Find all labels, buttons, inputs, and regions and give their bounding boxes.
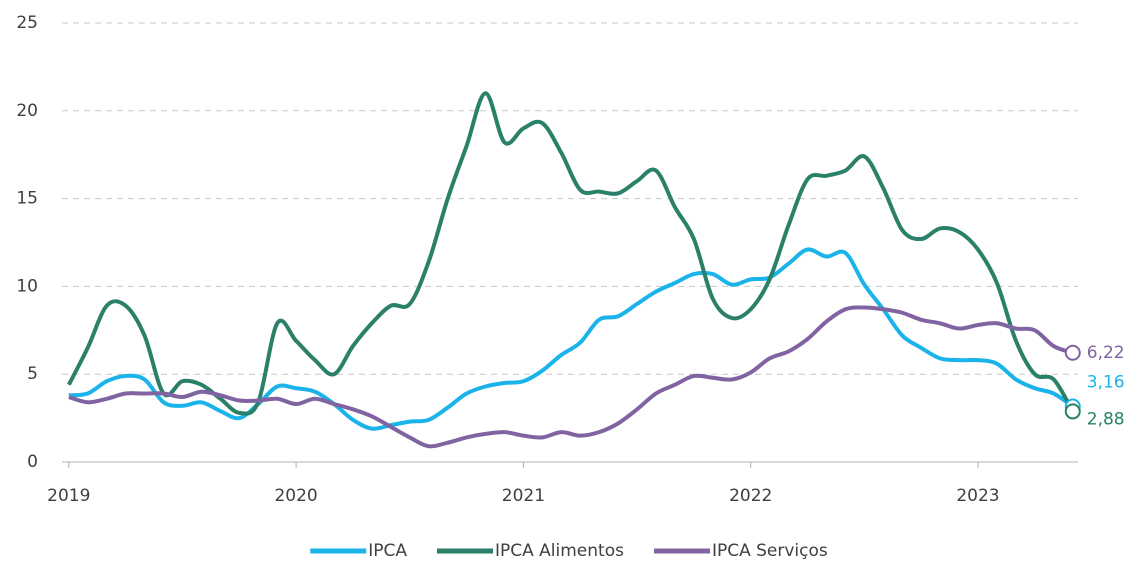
- y-tick-label: 5: [27, 364, 38, 384]
- legend-label: IPCA Alimentos: [495, 541, 624, 561]
- legend: IPCA IPCA Alimentos IPCA Serviços: [310, 541, 828, 561]
- legend-label: IPCA: [368, 541, 407, 561]
- series-line: [68, 305, 1074, 449]
- x-tick-label: 2022: [729, 486, 772, 506]
- x-tick-label: 2019: [47, 486, 90, 506]
- x-tick-label: 2023: [956, 486, 999, 506]
- legend-item: IPCA Alimentos: [437, 541, 624, 561]
- end-marker: [1064, 344, 1081, 361]
- end-marker: [1064, 403, 1081, 420]
- x-tick-label: 2021: [502, 486, 545, 506]
- y-tick-label: 10: [16, 276, 38, 296]
- legend-label: IPCA Serviços: [712, 541, 828, 561]
- x-tick-label: 2020: [274, 486, 317, 506]
- y-tick-label: 15: [16, 189, 38, 209]
- data-label: 3,16: [1087, 373, 1125, 393]
- y-tick-label: 0: [27, 452, 38, 472]
- series-line: [67, 91, 1075, 416]
- legend-item: IPCA: [310, 541, 407, 561]
- legend-item: IPCA Serviços: [653, 541, 828, 561]
- data-label: 6,22: [1087, 343, 1125, 363]
- y-tick-label: 25: [16, 13, 38, 33]
- y-tick-label: 20: [16, 101, 38, 121]
- data-label: 2,88: [1087, 409, 1125, 429]
- series-line: [68, 247, 1074, 431]
